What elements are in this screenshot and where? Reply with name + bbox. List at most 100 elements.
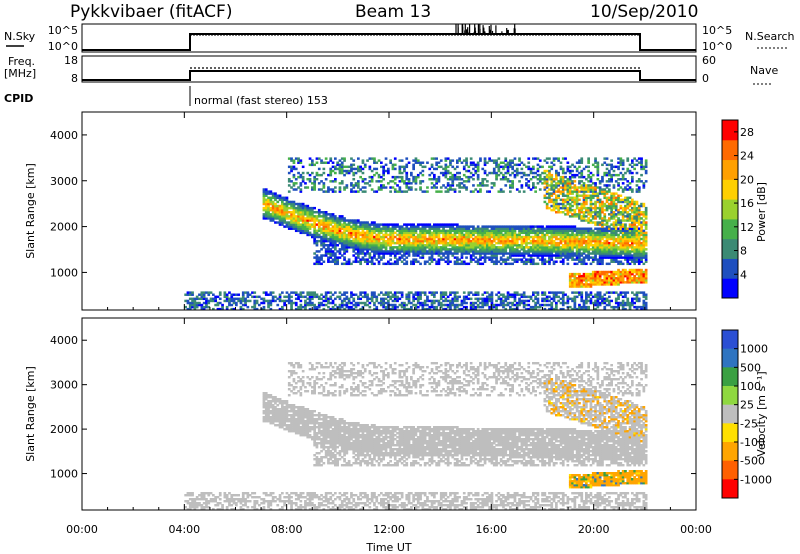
power-cell [297, 221, 300, 224]
power-cell [340, 180, 344, 183]
power-cell [336, 225, 339, 228]
power-cell [591, 258, 595, 261]
power-cell [271, 204, 275, 208]
power-cell [467, 297, 471, 301]
power-cell [345, 169, 349, 173]
power-cell [534, 297, 537, 301]
power-cell [589, 211, 593, 214]
power-cell [437, 252, 441, 255]
power-cell [304, 182, 307, 185]
power-cell [317, 295, 321, 299]
power-cell [532, 225, 535, 228]
power-cell [587, 190, 590, 193]
power-cell [414, 157, 418, 160]
power-cell [370, 188, 374, 191]
power-cell [582, 202, 586, 206]
power-cell [444, 171, 448, 175]
power-cell [502, 229, 505, 233]
power-cell [608, 246, 611, 249]
power-cell [608, 178, 611, 181]
power-cell [538, 305, 542, 309]
power-cell [380, 227, 383, 230]
power-cell [421, 250, 425, 253]
power-cell [621, 305, 625, 309]
power-cell [412, 260, 415, 263]
power-cell [559, 307, 563, 311]
power-cell [580, 248, 584, 251]
power-cell [483, 157, 487, 160]
power-cell [582, 204, 586, 208]
power-cell [396, 229, 399, 233]
power-cell [267, 213, 270, 216]
power-cell [561, 171, 565, 175]
power-cell [511, 159, 514, 162]
power-cell [520, 301, 524, 305]
power-cell [460, 231, 464, 235]
power-cell [281, 221, 284, 224]
power-cell [287, 217, 291, 220]
power-cell [426, 303, 429, 307]
power-cell [578, 208, 581, 212]
power-cell [433, 173, 436, 177]
power-cell [608, 295, 611, 299]
power-cell [585, 178, 588, 181]
power-cell [301, 217, 305, 220]
power-cell [389, 161, 392, 164]
power-cell [617, 241, 620, 245]
power-cell [598, 233, 602, 237]
power-cell [375, 252, 379, 255]
power-cell [513, 299, 517, 303]
power-cell [456, 241, 459, 245]
power-cell [456, 225, 459, 228]
power-cell [598, 297, 602, 301]
power-cell [476, 229, 480, 233]
power-cell [612, 237, 616, 241]
power-cell [414, 307, 418, 311]
power-cell [578, 244, 581, 247]
power-cell [587, 206, 590, 210]
power-cell [617, 281, 620, 284]
power-cell [585, 283, 588, 286]
power-cell [596, 215, 600, 218]
power-cell [585, 208, 588, 212]
power-cell [495, 161, 498, 164]
power-cell [603, 305, 607, 309]
power-cell [287, 297, 291, 301]
power-cell [435, 299, 438, 303]
power-cell [548, 260, 551, 263]
power-cell [578, 237, 581, 241]
power-cell [532, 246, 535, 249]
power-cell [260, 297, 263, 301]
power-cell [419, 241, 422, 245]
power-cell [258, 303, 261, 307]
power-cell [568, 208, 572, 212]
power-cell [363, 163, 367, 167]
power-cell [580, 219, 584, 222]
power-cell [331, 231, 335, 235]
power-cell [575, 250, 579, 253]
power-cell [308, 215, 312, 218]
power-cell [336, 239, 339, 243]
power-cell [345, 184, 349, 187]
power-cell [329, 260, 333, 263]
power-cell [608, 281, 611, 284]
power-cell [449, 299, 452, 303]
power-cell [538, 188, 542, 191]
power-cell [368, 252, 372, 255]
power-cell [476, 184, 480, 187]
power-cell [357, 295, 360, 299]
power-cell [306, 186, 310, 189]
power-cell [476, 305, 480, 309]
power-cell [587, 299, 590, 303]
power-cell [573, 227, 577, 230]
power-cell [578, 206, 581, 210]
power-cell [317, 208, 321, 212]
power-cell [338, 241, 342, 245]
power-cell [334, 258, 337, 261]
power-cell [184, 299, 187, 303]
power-cell [400, 254, 404, 257]
power-cell [410, 171, 413, 175]
power-cell [320, 211, 323, 214]
power-cell [380, 256, 383, 259]
power-cell [612, 192, 616, 195]
